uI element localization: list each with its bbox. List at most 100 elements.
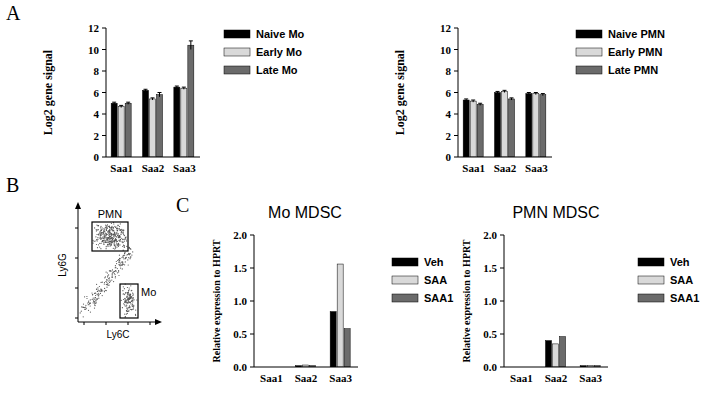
error-bar	[464, 99, 468, 101]
bar-chart: Log2 gene signal024681012Saa1Saa2Saa3Nai…	[393, 22, 665, 174]
event-dot	[123, 293, 124, 294]
y-tick	[250, 367, 254, 368]
event-dot	[109, 239, 110, 240]
event-dot	[97, 240, 98, 241]
y-tick	[102, 92, 106, 93]
event-dot	[131, 309, 132, 310]
event-dot	[124, 238, 125, 239]
event-dot	[99, 286, 100, 287]
event-dot	[103, 243, 104, 244]
event-dot	[113, 234, 114, 235]
event-dot	[100, 226, 101, 227]
legend-swatch	[392, 294, 418, 302]
y-tick	[250, 334, 254, 335]
event-dot	[122, 290, 123, 291]
event-dot	[114, 242, 115, 243]
event-dot	[123, 242, 124, 243]
event-dot	[119, 240, 120, 241]
y-tick-label: 2	[94, 130, 100, 142]
event-dot	[129, 307, 130, 308]
y-tick-label: 8	[446, 65, 452, 77]
event-dot	[119, 259, 120, 260]
event-dot	[112, 273, 113, 274]
event-dot	[84, 307, 85, 308]
event-dot	[126, 307, 127, 308]
event-dot	[124, 247, 125, 248]
event-dot	[106, 290, 107, 291]
event-dot	[120, 229, 121, 230]
event-dot	[117, 243, 118, 244]
event-dot	[101, 230, 102, 231]
event-dot	[124, 241, 125, 242]
event-dot	[100, 239, 101, 240]
event-dot	[120, 223, 121, 224]
error-cap	[182, 87, 186, 88]
error-cap	[158, 92, 162, 93]
event-dot	[129, 254, 130, 255]
event-dot	[127, 311, 128, 312]
event-dot	[104, 231, 105, 232]
event-dot	[122, 268, 123, 269]
event-dot	[125, 261, 126, 262]
event-dot	[118, 246, 119, 247]
event-dot	[102, 282, 103, 283]
event-dot	[112, 275, 113, 276]
event-dot	[108, 285, 109, 286]
event-dot	[114, 235, 115, 236]
event-dot	[93, 300, 94, 301]
event-dot	[118, 243, 119, 244]
event-dot	[111, 233, 112, 234]
event-dot	[98, 294, 99, 295]
event-dot	[93, 243, 94, 244]
event-dot	[124, 235, 125, 236]
gate-label: Mo	[141, 286, 156, 298]
y-tick-label: 0.5	[483, 328, 497, 340]
event-dot	[111, 227, 112, 228]
event-dot	[124, 304, 125, 305]
event-dot	[96, 289, 97, 290]
event-dot	[91, 292, 92, 293]
event-dot	[83, 304, 84, 305]
event-dot	[106, 280, 107, 281]
event-dot	[129, 298, 130, 299]
event-dot	[114, 271, 115, 272]
event-dot	[112, 240, 113, 241]
event-dot	[108, 238, 109, 239]
event-dot	[133, 306, 134, 307]
event-dot	[115, 240, 116, 241]
event-dot	[111, 233, 112, 234]
event-dot	[103, 240, 104, 241]
event-dot	[99, 247, 100, 248]
event-dot	[114, 241, 115, 242]
event-dot	[126, 306, 127, 307]
event-dot	[99, 290, 100, 291]
event-dot	[123, 231, 124, 232]
event-dot	[120, 237, 121, 238]
event-dot	[109, 243, 110, 244]
event-dot	[109, 226, 110, 227]
panel-label: A	[6, 2, 21, 24]
event-dot	[127, 292, 128, 293]
event-dot	[122, 261, 123, 262]
event-dot	[98, 295, 99, 296]
event-dot	[98, 290, 99, 291]
event-dot	[104, 240, 105, 241]
event-dot	[92, 294, 93, 295]
y-tick	[102, 71, 106, 72]
event-dot	[128, 254, 129, 255]
event-dot	[106, 233, 107, 234]
event-dot	[114, 241, 115, 242]
event-dot	[104, 277, 105, 278]
y-tick-label: 8	[94, 65, 100, 77]
error-cap	[189, 40, 193, 41]
event-dot	[108, 280, 109, 281]
event-dot	[131, 298, 132, 299]
event-dot	[81, 306, 82, 307]
event-dot	[111, 226, 112, 227]
event-dot	[120, 258, 121, 259]
bar	[181, 88, 187, 157]
error-cap	[496, 91, 500, 92]
event-dot	[109, 277, 110, 278]
event-dot	[83, 307, 84, 308]
event-dot	[114, 232, 115, 233]
